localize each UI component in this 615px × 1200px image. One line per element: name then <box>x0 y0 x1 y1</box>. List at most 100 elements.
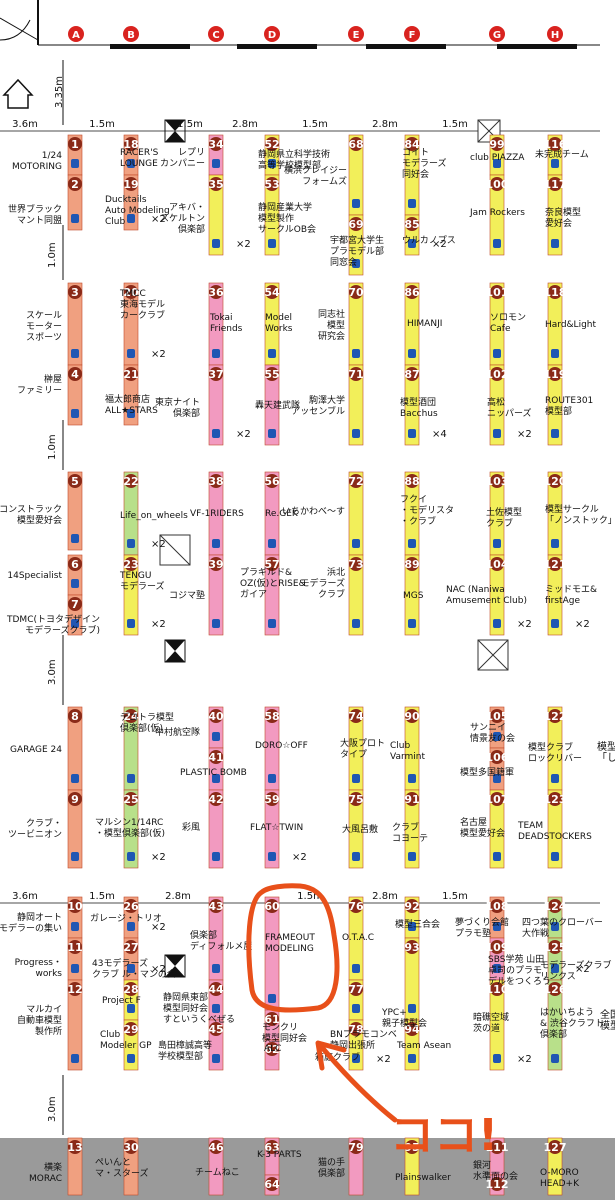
booth-104[interactable]: 104 <box>486 554 509 636</box>
booth-73[interactable]: 73 <box>348 554 364 636</box>
booth-64[interactable]: 64 <box>264 1174 280 1196</box>
booth-79[interactable]: 79 <box>348 1137 364 1196</box>
booth-53[interactable]: 53 <box>264 174 280 256</box>
booth-9[interactable]: 9 <box>67 789 83 869</box>
booth-71[interactable]: 71 <box>348 364 364 446</box>
booth-46[interactable]: 46 <box>208 1137 224 1196</box>
booth-69[interactable]: 69 <box>348 214 364 276</box>
booth-3[interactable]: 3 <box>67 282 83 366</box>
booth-95[interactable]: 95 <box>404 1137 420 1196</box>
booth-84[interactable]: 84 <box>404 134 420 216</box>
booth-121[interactable]: 121 <box>544 554 567 636</box>
booth-77[interactable]: 77 <box>348 979 364 1021</box>
booth-112[interactable]: 112 <box>486 1174 509 1196</box>
dim-top-2: 1.5m <box>177 119 203 130</box>
booth-22[interactable]: 22 <box>123 471 139 556</box>
booth-29[interactable]: 29 <box>123 1019 139 1071</box>
booth-19[interactable]: 19 <box>123 174 139 231</box>
booth-75[interactable]: 75 <box>348 789 364 869</box>
booth-116[interactable]: 116 <box>544 134 567 176</box>
booth-85[interactable]: 85 <box>404 214 420 256</box>
booth-61[interactable]: 61 <box>264 1009 280 1041</box>
booth-108[interactable]: 108 <box>486 896 509 939</box>
booth-57[interactable]: 57 <box>264 554 280 636</box>
booth-39[interactable]: 39 <box>208 554 224 636</box>
table-icon <box>268 774 276 783</box>
booth-11[interactable]: 11 <box>67 937 83 981</box>
booth-7[interactable]: 7 <box>67 594 83 636</box>
booth-28[interactable]: 28 <box>123 979 139 1021</box>
booth-91[interactable]: 91 <box>404 789 420 869</box>
booth-125[interactable]: 125 <box>544 937 567 981</box>
booth-89[interactable]: 89 <box>404 554 420 636</box>
booth-78[interactable]: 78 <box>348 1019 364 1071</box>
booth-label-86: HIMANJI <box>407 319 442 329</box>
booth-38[interactable]: 38 <box>208 471 224 556</box>
booth-55[interactable]: 55 <box>264 364 280 446</box>
booth-25[interactable]: 25 <box>123 789 139 869</box>
booth-92[interactable]: 92 <box>404 896 420 939</box>
booth-63[interactable]: 63 <box>264 1137 280 1176</box>
booth-103[interactable]: 103 <box>486 471 509 556</box>
booth-122[interactable]: 122 <box>544 706 567 791</box>
booth-107[interactable]: 107 <box>486 789 509 869</box>
booth-5[interactable]: 5 <box>67 471 83 551</box>
booth-34[interactable]: 34 <box>208 134 224 176</box>
booth-27[interactable]: 27 <box>123 937 139 981</box>
booth-10[interactable]: 10 <box>67 896 83 939</box>
booth-30[interactable]: 30 <box>123 1137 139 1196</box>
booth-44[interactable]: 44 <box>208 979 224 1021</box>
booth-21[interactable]: 21 <box>123 364 139 426</box>
booth-4[interactable]: 4 <box>67 364 83 426</box>
booth-26[interactable]: 26 <box>123 896 139 939</box>
booth-94[interactable]: 94 <box>404 1019 420 1071</box>
booth-126[interactable]: 126 <box>544 979 567 1071</box>
booth-42[interactable]: 42 <box>208 789 224 869</box>
booth-59[interactable]: 59 <box>264 789 280 869</box>
booth-35[interactable]: 35 <box>208 174 224 256</box>
table-icon <box>268 239 276 248</box>
booth-20[interactable]: 20 <box>123 282 139 366</box>
booth-13[interactable]: 13 <box>67 1137 83 1196</box>
booth-106[interactable]: 106 <box>486 747 509 791</box>
booth-24[interactable]: 24 <box>123 706 139 791</box>
booth-72[interactable]: 72 <box>348 471 364 556</box>
booth-45[interactable]: 45 <box>208 1019 224 1071</box>
booth-2[interactable]: 2 <box>67 174 83 231</box>
booth-86[interactable]: 86 <box>404 282 420 366</box>
booth-58[interactable]: 58 <box>264 706 280 791</box>
booth-74[interactable]: 74 <box>348 706 364 791</box>
booth-100[interactable]: 100 <box>486 174 509 256</box>
booth-120[interactable]: 120 <box>544 471 567 556</box>
booth-41[interactable]: 41 <box>208 747 224 791</box>
booth-54[interactable]: 54 <box>264 282 280 366</box>
booth-18[interactable]: 18 <box>123 134 139 176</box>
booth-127[interactable]: 127 <box>544 1137 567 1196</box>
booth-101[interactable]: 101 <box>486 282 509 366</box>
booth-118[interactable]: 118 <box>544 282 567 366</box>
booth-117[interactable]: 117 <box>544 174 567 256</box>
booth-number-badge <box>349 709 363 723</box>
booth-68[interactable]: 68 <box>348 134 364 216</box>
booth-105[interactable]: 105 <box>486 706 509 749</box>
booth-37[interactable]: 37 <box>208 364 224 446</box>
booth-93[interactable]: 93 <box>404 937 420 1021</box>
booth-88[interactable]: 88 <box>404 471 420 556</box>
booth-36[interactable]: 36 <box>208 282 224 366</box>
booth-62[interactable]: 62 <box>264 1039 280 1071</box>
booth-40[interactable]: 40 <box>208 706 224 749</box>
booth-8[interactable]: 8 <box>67 706 83 791</box>
booth-110[interactable]: 110 <box>486 979 509 1071</box>
booth-12[interactable]: 12 <box>67 979 83 1071</box>
booth-99[interactable]: 99 <box>489 134 505 176</box>
booth-87[interactable]: 87 <box>404 364 420 446</box>
booth-102[interactable]: 102 <box>486 364 509 446</box>
booth-123[interactable]: 123 <box>544 789 567 869</box>
booth-76[interactable]: 76 <box>348 896 364 981</box>
booth-119[interactable]: 119 <box>544 364 567 446</box>
booth-6[interactable]: 6 <box>67 554 83 596</box>
booth-70[interactable]: 70 <box>348 282 364 366</box>
booth-1[interactable]: 1 <box>67 134 83 176</box>
booth-43[interactable]: 43 <box>208 896 224 981</box>
booth-23[interactable]: 23 <box>123 554 139 636</box>
